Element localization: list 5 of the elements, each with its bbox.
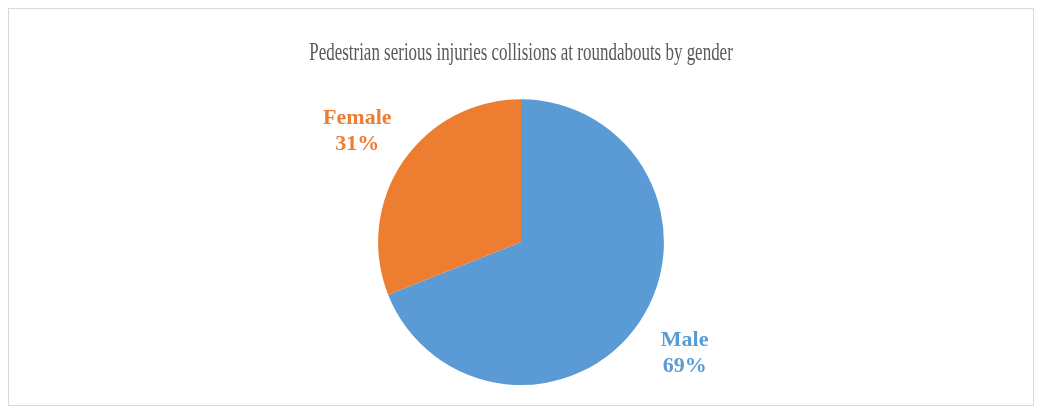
data-label: 31% bbox=[335, 129, 380, 155]
data-label: 69% bbox=[662, 352, 707, 378]
slice-label: Female bbox=[323, 103, 392, 129]
chart-title: Pedestrian serious injuries collisions at roundabouts by gender bbox=[309, 36, 734, 67]
slice-label: Male bbox=[660, 326, 709, 352]
